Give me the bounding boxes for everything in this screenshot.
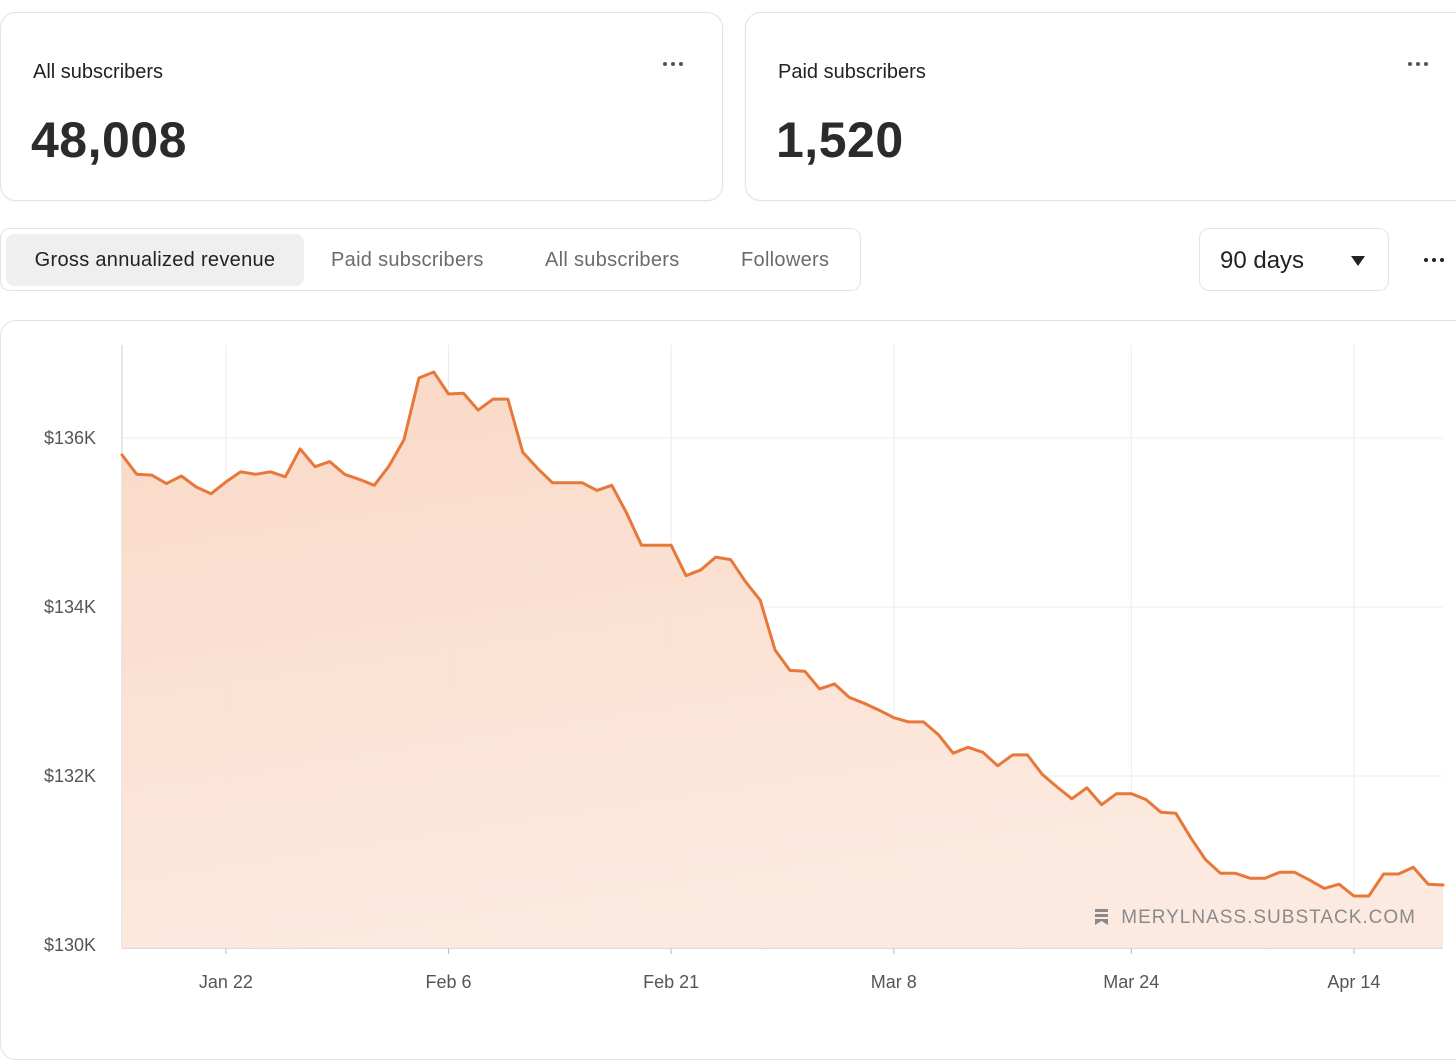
area-fill	[122, 372, 1443, 948]
card-value: 48,008	[31, 112, 187, 168]
range-dropdown[interactable]: 90 days	[1199, 228, 1389, 291]
chart: $130K $132K $134K $136K Jan 22 Feb 6 Feb 21 Mar…	[44, 345, 1445, 992]
y-tick-label: $134K	[44, 597, 96, 617]
y-tick-label: $132K	[44, 766, 96, 786]
more-button[interactable]	[661, 60, 685, 68]
line	[120, 370, 1445, 898]
stat-card: All subscribers 48,008	[0, 12, 723, 201]
icon-part	[1095, 914, 1108, 917]
card-title: Paid subscribers	[778, 61, 926, 83]
tab[interactable]: Gross annualized revenue	[6, 234, 304, 286]
tab[interactable]: All subscribers	[545, 249, 680, 271]
x-tick-label: Jan 22	[199, 972, 253, 992]
watermark-icon	[1095, 909, 1108, 925]
watermark: MERYLNASS.SUBSTACK.COM	[1121, 907, 1416, 928]
stat-card: Paid subscribers 1,520	[745, 12, 1456, 201]
card-title: All subscribers	[33, 61, 164, 83]
icon-part	[1095, 909, 1108, 912]
page: {"cards": [{"title": "All subscribers", …	[0, 12, 1456, 1060]
x-tick-label: Feb 6	[426, 972, 472, 992]
y-tick-label: $130K	[44, 935, 96, 955]
card-value: 1,520	[776, 112, 904, 168]
more-button[interactable]	[1406, 60, 1430, 68]
x-tick-label: Feb 21	[643, 972, 699, 992]
dropdown-arrow	[1351, 256, 1365, 266]
dropdown-label: 90 days	[1220, 247, 1305, 274]
y-tick-label: $136K	[44, 428, 96, 448]
x-tick-label: Mar 24	[1103, 972, 1159, 992]
tab-bar: Gross annualized revenue Paid subscriber…	[0, 228, 861, 291]
more-button[interactable]	[1422, 256, 1446, 264]
x-tick-label: Apr 14	[1327, 972, 1380, 992]
tab[interactable]: Paid subscribers	[331, 249, 484, 271]
x-tick-label: Mar 8	[871, 972, 917, 992]
tab[interactable]: Followers	[741, 249, 830, 271]
icon-part	[1095, 919, 1108, 925]
